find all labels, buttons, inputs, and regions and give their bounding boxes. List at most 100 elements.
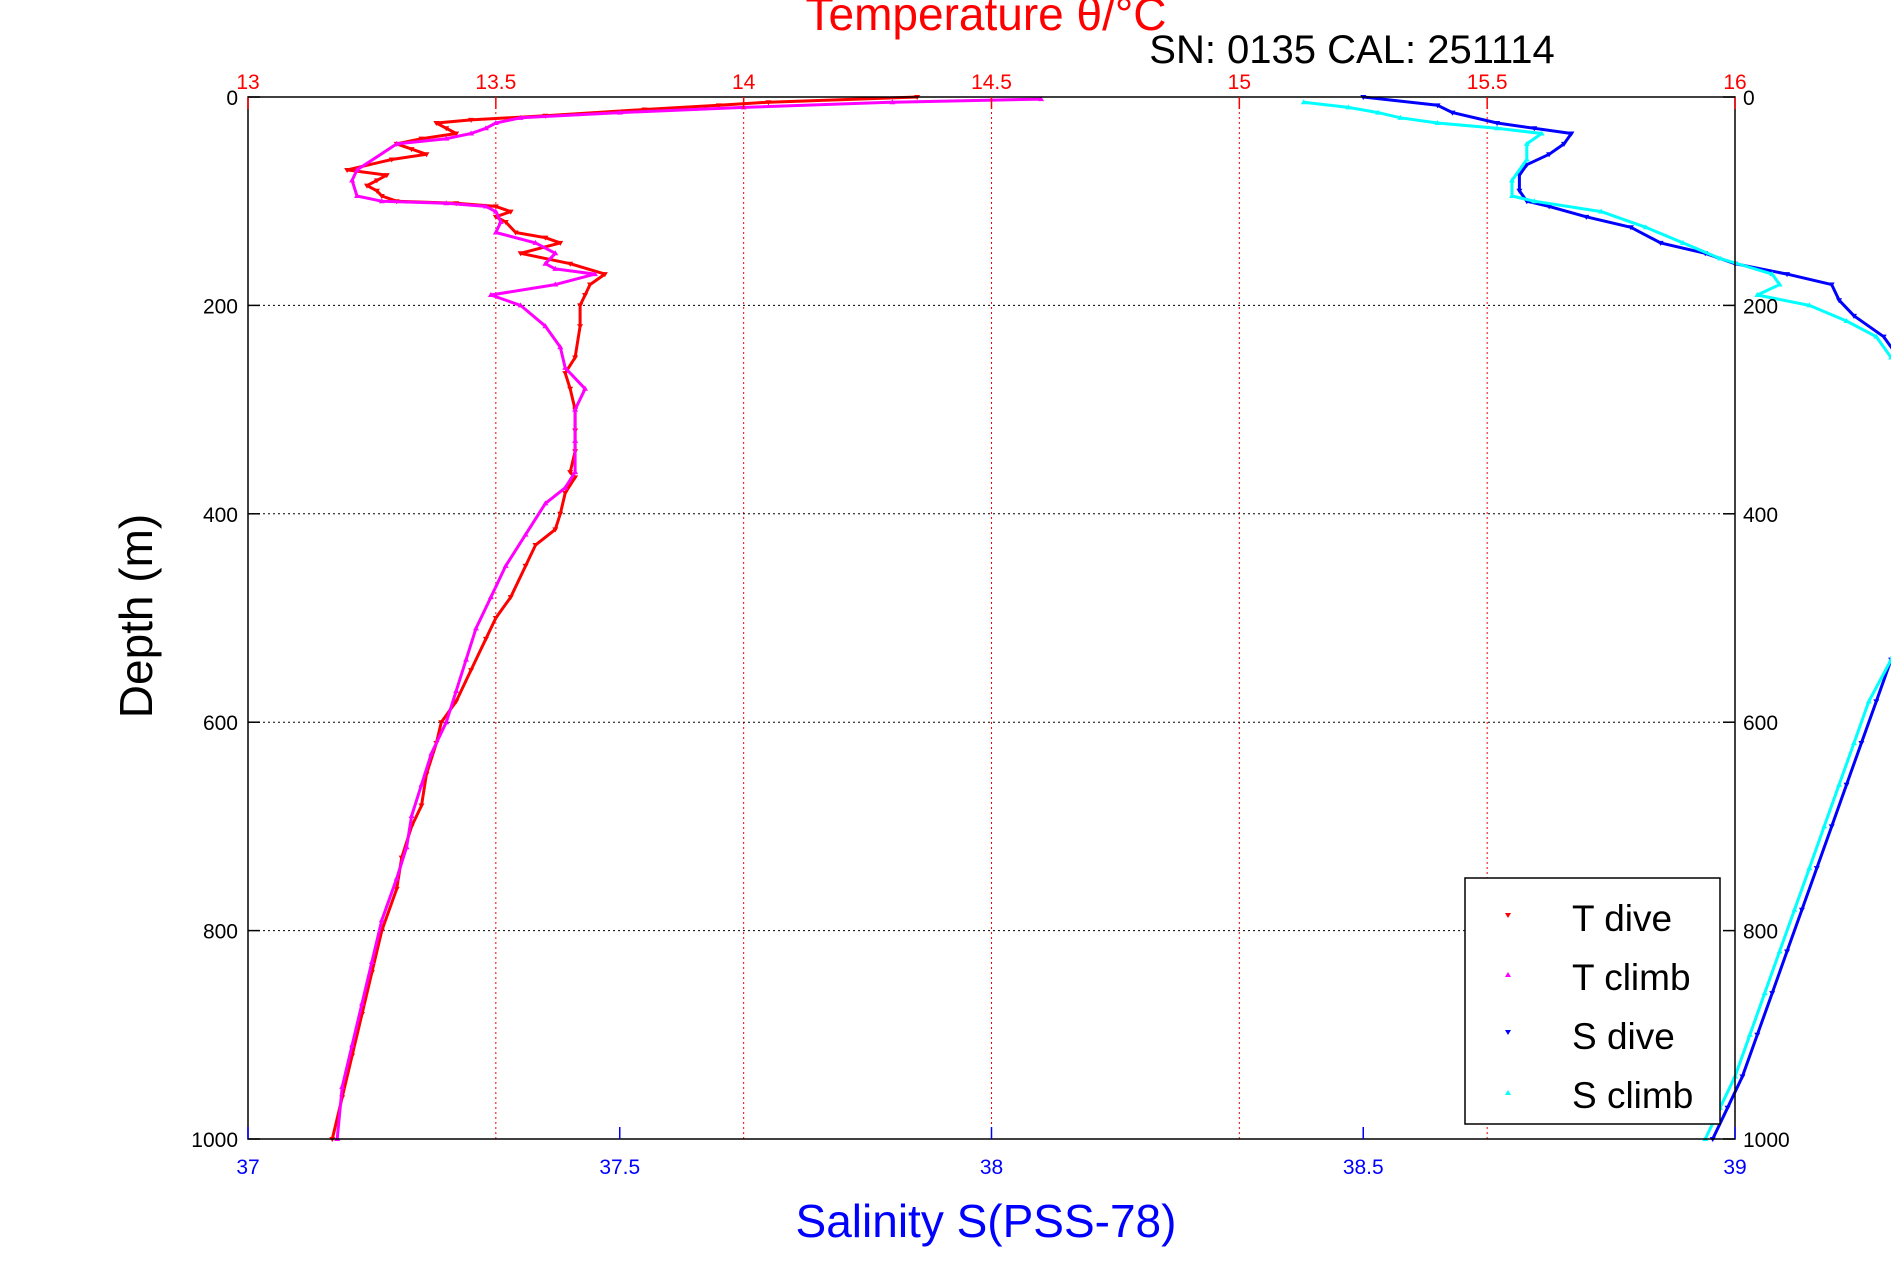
data-point-t-climb [557,344,564,350]
data-point-s-dive [1873,699,1880,705]
data-point-t-climb [463,656,470,662]
data-point-t-dive [601,272,608,278]
data-point-t-dive [557,240,564,246]
data-point-t-climb [542,323,549,329]
depth-tick-label-left: 800 [203,921,238,944]
legend-label-s-climb: S climb [1572,1075,1693,1116]
data-point-t-climb [492,208,499,214]
data-point-t-climb [572,437,579,443]
legend-label-t-dive: T dive [1572,898,1672,939]
data-point-s-dive [1784,272,1791,278]
data-point-s-climb [1717,255,1724,261]
data-point-t-climb [492,120,499,126]
data-point-s-climb [1523,156,1530,162]
data-point-t-dive [453,131,460,137]
data-point-s-climb [1776,948,1783,954]
series-line-t-climb [335,97,1042,1140]
data-point-s-dive [1516,188,1523,194]
data-point-t-dive [562,490,569,496]
data-point-t-climb [517,114,524,120]
data-point-s-climb [1776,281,1783,287]
data-point-t-climb [354,166,361,172]
data-point-t-climb [443,200,450,206]
data-point-t-dive [542,235,549,241]
depth-tick-label-left: 0 [226,87,238,110]
data-point-t-climb [616,109,623,115]
data-point-s-climb [1761,990,1768,996]
data-point-t-climb [393,140,400,146]
data-point-t-climb [368,958,375,964]
data-point-s-climb [1531,198,1538,204]
data-point-s-climb [1375,109,1382,115]
data-point-t-climb [487,594,494,600]
data-point-t-dive [502,220,509,226]
data-point-t-climb [339,1083,346,1089]
salinity-tick-label: 38 [980,1156,1003,1179]
legend-marker-s-dive [1505,1030,1511,1035]
data-point-s-climb [1345,104,1352,110]
data-point-t-dive [577,324,584,330]
data-point-s-climb [1508,177,1515,183]
data-point-t-climb [468,130,475,136]
data-point-s-dive [1784,949,1791,955]
data-point-t-dive [418,803,425,809]
data-point-s-climb [1397,114,1404,120]
salinity-tick-label: 37.5 [599,1156,640,1179]
data-point-s-climb [1836,781,1843,787]
data-point-s-dive [1546,204,1553,210]
data-point-t-climb [542,260,549,266]
data-point-s-dive [1828,824,1835,830]
data-point-s-dive [1657,240,1664,246]
salinity-tick-label: 39 [1723,1156,1746,1179]
data-point-t-dive [492,204,499,210]
data-point-t-dive [492,616,499,621]
data-point-t-dive [344,167,351,173]
data-point-s-dive [1449,110,1456,116]
data-point-t-climb [359,1000,366,1006]
data-point-t-climb [403,844,410,850]
depth-tick-label-left: 600 [203,712,238,735]
data-point-t-climb [572,469,579,475]
depth-tick-label-right: 600 [1743,712,1778,735]
data-point-t-dive [715,103,722,109]
data-point-t-climb [552,250,559,256]
depth-tick-label-right: 800 [1743,921,1778,944]
data-point-t-dive [552,527,559,533]
data-point-t-dive [567,386,574,392]
data-point-s-dive [1739,1074,1746,1080]
data-point-t-dive [522,563,529,569]
data-point-s-dive [1583,214,1590,220]
axis-ticks: 13 13.5 14 14.5 15 15.5 16 37 37.5 38 38.5 39 0 0 200 2… [191,71,1789,1179]
data-point-t-dive [532,543,539,549]
data-point-t-climb [487,291,494,297]
data-point-t-climb [408,812,415,818]
depth-tick-label-right: 0 [1743,87,1755,110]
legend-marker-t-dive [1505,913,1511,918]
data-point-t-dive [418,136,425,142]
data-point-t-dive [582,292,589,298]
data-point-t-dive [373,178,380,184]
data-point-s-dive [1843,782,1850,788]
data-point-s-dive [1850,313,1857,319]
data-point-s-dive [1798,907,1805,913]
data-point-s-dive [1531,126,1538,132]
chart-title: Temperature θ/°C [806,0,1167,40]
data-point-t-climb [418,781,425,787]
data-point-t-dive [468,668,475,674]
y-axis-label: Depth (m) [110,514,162,718]
data-point-t-dive [557,511,564,517]
data-point-t-dive [383,173,390,179]
data-point-s-climb [1434,120,1441,126]
data-point-s-dive [1546,152,1553,158]
data-point-s-climb [1598,208,1605,214]
data-point-t-dive [443,126,450,132]
data-point-t-dive [393,886,400,892]
temperature-tick-label: 15.5 [1467,71,1508,94]
data-point-t-dive [765,100,772,106]
data-point-s-climb [1769,271,1776,277]
data-point-s-climb [1888,354,1891,360]
data-point-t-dive [423,152,430,158]
temperature-tick-label: 13 [236,71,259,94]
data-point-t-climb [562,364,569,370]
data-point-t-climb [502,562,509,568]
